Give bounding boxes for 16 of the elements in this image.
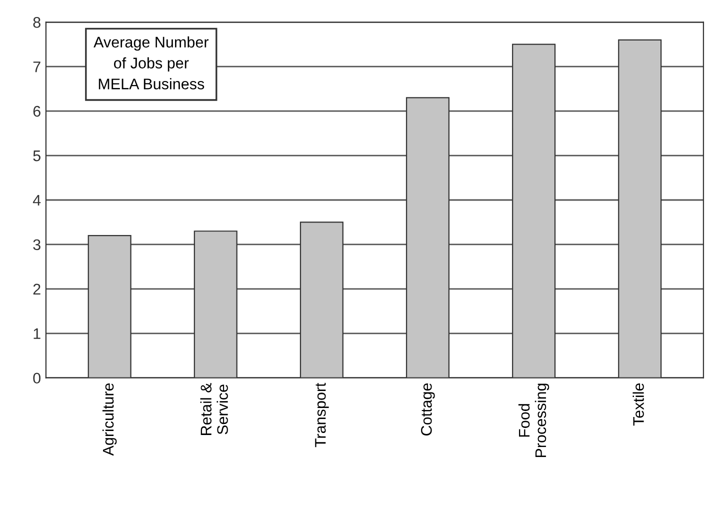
y-tick-label: 7 <box>33 62 40 72</box>
y-tick-label: 5 <box>33 150 40 162</box>
text: Average Number of Jobs per MELA Business <box>94 36 209 90</box>
x-tick-label: Transport <box>315 382 329 448</box>
y-tick-label: 1 <box>34 328 40 339</box>
x-tick-label: Retail & Service <box>200 382 228 435</box>
y-tick-label: 8 <box>33 17 40 28</box>
x-tick-label: Agriculture <box>102 383 117 456</box>
y-tick-label: 4 <box>32 195 41 206</box>
x-tick-label: Textile <box>632 383 644 426</box>
y-tick-label: 3 <box>33 239 40 250</box>
x-tick-label: Cottage <box>421 383 435 436</box>
y-tick-label: 2 <box>33 284 40 294</box>
x-tick-label: Food Processing <box>518 384 550 458</box>
y-tick-label: 6 <box>33 106 40 117</box>
y-tick-label: 0 <box>33 372 40 384</box>
